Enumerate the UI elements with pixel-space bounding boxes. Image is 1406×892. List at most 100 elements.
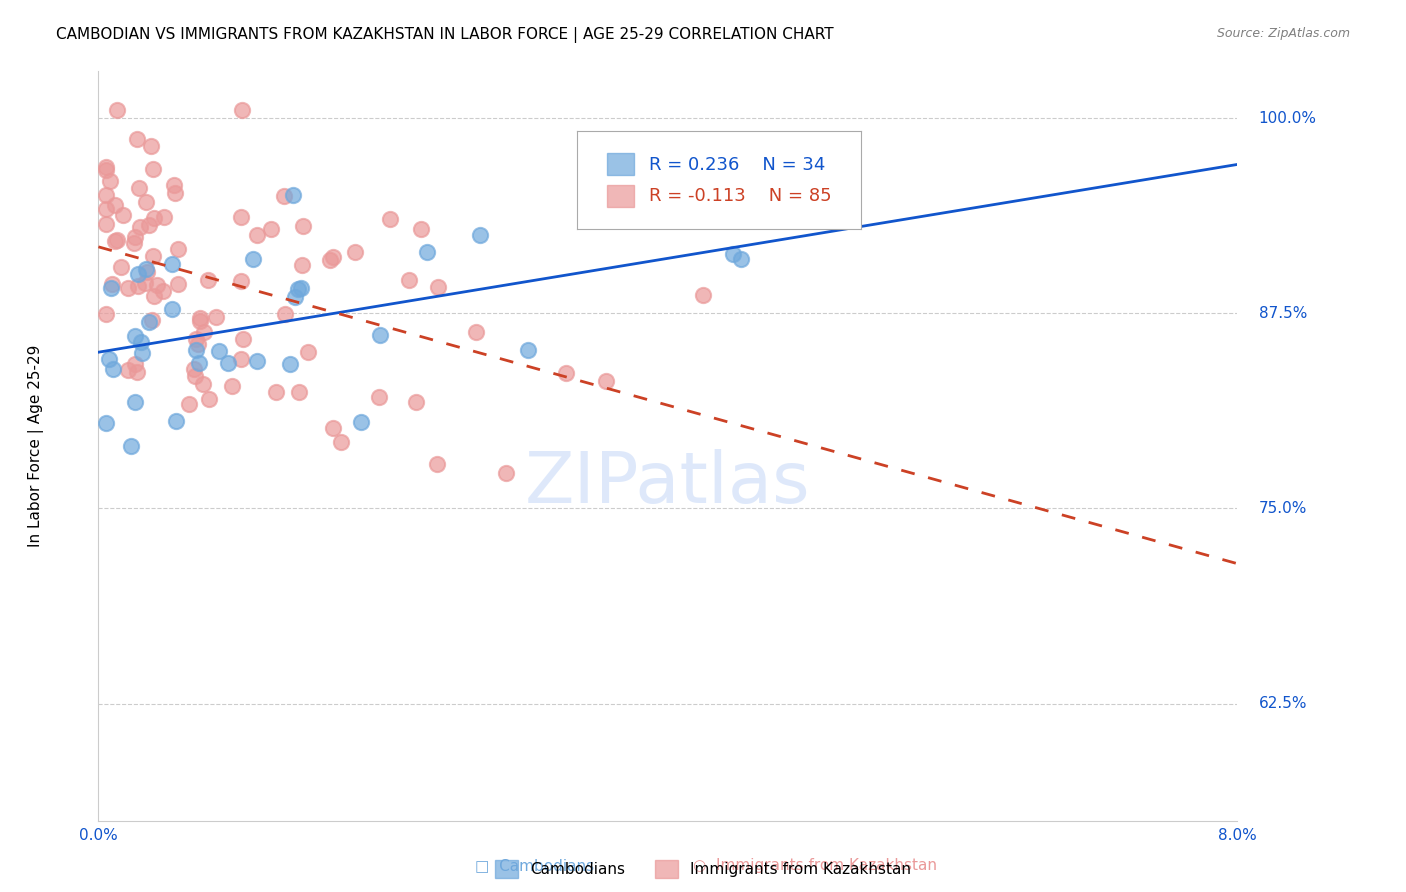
Text: In Labor Force | Age 25-29: In Labor Force | Age 25-29	[28, 345, 44, 547]
Point	[94, 188, 117, 202]
Point	[105, 234, 128, 248]
Point	[166, 277, 188, 292]
Point	[146, 278, 169, 293]
Point	[288, 384, 311, 399]
Text: 87.5%: 87.5%	[1258, 306, 1308, 321]
Text: 62.5%: 62.5%	[1258, 696, 1308, 711]
Point	[142, 249, 165, 263]
Point	[416, 244, 439, 259]
Point	[554, 366, 576, 380]
Text: 0.0%: 0.0%	[79, 829, 118, 844]
Point	[104, 198, 127, 212]
Point	[94, 217, 117, 231]
Point	[273, 189, 295, 203]
Point	[246, 228, 269, 243]
Point	[138, 316, 160, 330]
Point	[183, 362, 205, 376]
Point	[165, 414, 187, 428]
Point	[242, 252, 264, 266]
Text: 75.0%: 75.0%	[1258, 501, 1308, 516]
Point	[291, 258, 314, 272]
Point	[122, 236, 145, 251]
Point	[208, 344, 231, 359]
Point	[124, 329, 146, 343]
Point	[290, 281, 312, 295]
Point	[319, 252, 342, 267]
Point	[100, 281, 122, 295]
Point	[284, 290, 307, 304]
Point	[368, 327, 391, 342]
Point	[125, 365, 148, 379]
Point	[495, 466, 517, 480]
Point	[128, 181, 150, 195]
Point	[94, 416, 117, 430]
Point	[465, 326, 488, 340]
Point	[231, 103, 253, 118]
Point	[217, 356, 239, 370]
Point	[186, 332, 208, 346]
Point	[101, 277, 124, 291]
Point	[264, 384, 287, 399]
Point	[835, 205, 858, 219]
Point	[117, 363, 139, 377]
Point	[120, 439, 142, 453]
Point	[94, 161, 117, 175]
Point	[166, 242, 188, 256]
Point	[129, 334, 152, 349]
Point	[344, 244, 367, 259]
Point	[124, 394, 146, 409]
Legend: Cambodians, Immigrants from Kazakhstan: Cambodians, Immigrants from Kazakhstan	[488, 854, 918, 884]
Point	[426, 458, 449, 472]
Point	[94, 307, 117, 321]
Point	[160, 302, 183, 317]
Point	[350, 416, 373, 430]
Point	[141, 313, 163, 327]
Point	[141, 138, 163, 153]
Point	[405, 394, 427, 409]
Point	[131, 346, 153, 360]
Point	[105, 103, 128, 118]
Point	[143, 289, 166, 303]
Point	[98, 174, 121, 188]
Point	[260, 221, 283, 235]
Point	[283, 188, 305, 202]
Text: ○  Immigrants from Kazakhstan: ○ Immigrants from Kazakhstan	[693, 858, 938, 872]
Point	[127, 278, 149, 293]
Point	[516, 343, 538, 358]
Point	[468, 228, 491, 243]
Point	[165, 186, 187, 200]
Point	[204, 310, 226, 324]
Point	[232, 332, 254, 346]
Point	[187, 337, 209, 351]
Point	[110, 260, 132, 275]
Point	[287, 282, 309, 296]
Point	[127, 131, 149, 145]
Point	[188, 311, 211, 326]
Point	[142, 162, 165, 177]
Point	[97, 351, 120, 366]
Text: 100.0%: 100.0%	[1258, 111, 1316, 126]
Text: CAMBODIAN VS IMMIGRANTS FROM KAZAKHSTAN IN LABOR FORCE | AGE 25-29 CORRELATION C: CAMBODIAN VS IMMIGRANTS FROM KAZAKHSTAN …	[56, 27, 834, 43]
Point	[135, 194, 157, 209]
Point	[229, 352, 252, 367]
Point	[187, 356, 209, 370]
Text: 8.0%: 8.0%	[1218, 829, 1257, 844]
Point	[723, 246, 745, 260]
Point	[595, 374, 617, 388]
Point	[278, 357, 301, 371]
Point	[138, 219, 160, 233]
Point	[398, 273, 420, 287]
Point	[322, 420, 344, 434]
Text: ZIPatlas: ZIPatlas	[524, 449, 811, 518]
Point	[231, 211, 253, 225]
Point	[184, 343, 207, 357]
Point	[179, 397, 201, 411]
Point	[380, 212, 402, 227]
Point	[197, 273, 219, 287]
Point	[127, 267, 149, 281]
Point	[730, 252, 752, 266]
Point	[197, 392, 219, 406]
Point	[136, 265, 159, 279]
Point	[94, 163, 117, 178]
Point	[94, 202, 117, 216]
